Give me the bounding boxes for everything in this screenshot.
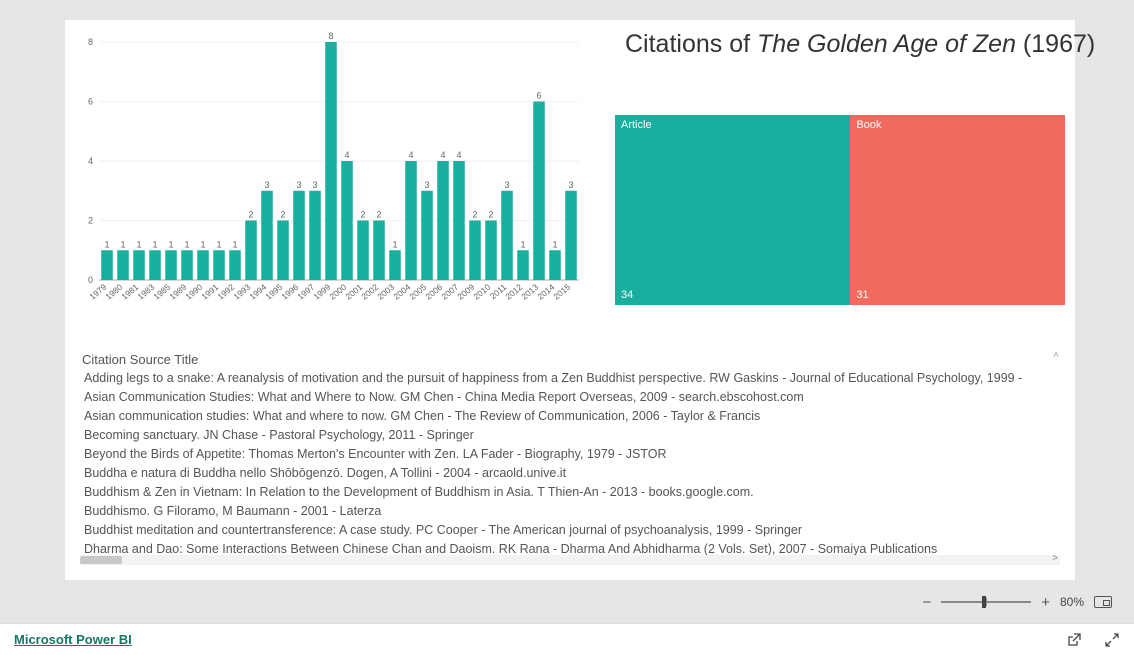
svg-text:4: 4 xyxy=(344,150,349,160)
title-prefix: Citations of xyxy=(625,30,757,58)
horizontal-scrollbar[interactable]: ˃ xyxy=(80,555,1060,565)
svg-text:2: 2 xyxy=(376,210,381,220)
scroll-right-icon[interactable]: ˃ xyxy=(1052,553,1058,564)
table-row[interactable]: Asian Communication Studies: What and Wh… xyxy=(80,388,1060,407)
zoom-percent-label: 80% xyxy=(1060,595,1084,609)
report-canvas: 0246811979119801198111983119851198911990… xyxy=(65,20,1075,580)
treemap-tile[interactable]: Book 31 xyxy=(850,115,1065,305)
svg-text:3: 3 xyxy=(296,180,301,190)
type-treemap[interactable]: Article 34 Book 31 xyxy=(615,115,1065,305)
svg-text:2: 2 xyxy=(472,210,477,220)
svg-text:1: 1 xyxy=(136,239,141,249)
scroll-up-icon[interactable]: ˄ xyxy=(1052,350,1060,364)
dashboard-title: Citations of The Golden Age of Zen (1967… xyxy=(625,30,1095,59)
svg-text:3: 3 xyxy=(424,180,429,190)
title-italic: The Golden Age of Zen xyxy=(757,30,1016,58)
svg-text:6: 6 xyxy=(536,91,541,101)
svg-text:2: 2 xyxy=(280,210,285,220)
svg-text:1: 1 xyxy=(184,239,189,249)
svg-text:2: 2 xyxy=(88,216,93,226)
svg-text:3: 3 xyxy=(568,180,573,190)
svg-text:1: 1 xyxy=(520,239,525,249)
table-row[interactable]: Beyond the Birds of Appetite: Thomas Mer… xyxy=(80,445,1060,464)
fullscreen-icon[interactable] xyxy=(1104,632,1120,648)
svg-text:2: 2 xyxy=(248,210,253,220)
svg-text:1: 1 xyxy=(152,239,157,249)
svg-text:8: 8 xyxy=(328,31,333,41)
svg-text:1: 1 xyxy=(120,239,125,249)
svg-text:1: 1 xyxy=(552,239,557,249)
svg-text:2015: 2015 xyxy=(551,282,572,302)
treemap-tile-value: 34 xyxy=(621,289,633,301)
table-row[interactable]: Buddhismo. G Filoramo, M Baumann - 2001 … xyxy=(80,502,1060,521)
table-row[interactable]: Buddha e natura di Buddha nello Shōbōg… xyxy=(80,464,1060,483)
table-row[interactable]: Buddhist meditation and countertransfere… xyxy=(80,521,1060,540)
table-row[interactable]: Buddhism & Zen in Vietnam: In Relation t… xyxy=(80,483,1060,502)
svg-text:6: 6 xyxy=(88,97,93,107)
svg-text:4: 4 xyxy=(88,156,93,166)
citation-table[interactable]: ˄ Citation Source Title Adding legs to a… xyxy=(80,350,1060,565)
powerbi-brand-link[interactable]: Microsoft Power BI xyxy=(14,632,132,647)
footer-bar: Microsoft Power BI xyxy=(0,623,1134,655)
svg-text:1: 1 xyxy=(104,239,109,249)
svg-text:3: 3 xyxy=(312,180,317,190)
svg-text:1: 1 xyxy=(216,239,221,249)
zoom-slider-thumb[interactable] xyxy=(982,596,986,608)
svg-text:4: 4 xyxy=(408,150,413,160)
fit-to-page-icon[interactable] xyxy=(1094,596,1112,608)
treemap-tile-value: 31 xyxy=(856,289,868,301)
svg-text:1: 1 xyxy=(232,239,237,249)
table-row[interactable]: Becoming sanctuary. JN Chase - Pastoral … xyxy=(80,426,1060,445)
share-icon[interactable] xyxy=(1066,632,1082,648)
svg-text:1: 1 xyxy=(200,239,205,249)
table-header: Citation Source Title xyxy=(80,350,1060,369)
treemap-tile-label: Book xyxy=(856,119,881,131)
citations-bar-chart[interactable]: 0246811979119801198111983119851198911990… xyxy=(75,30,585,310)
horizontal-scroll-thumb[interactable] xyxy=(80,556,122,564)
svg-text:3: 3 xyxy=(264,180,269,190)
table-row[interactable]: Adding legs to a snake: A reanalysis of … xyxy=(80,369,1060,388)
title-suffix: (1967) xyxy=(1016,30,1095,58)
svg-text:4: 4 xyxy=(456,150,461,160)
zoom-out-button[interactable]: − xyxy=(922,594,931,611)
zoom-in-button[interactable]: + xyxy=(1041,594,1050,611)
svg-text:8: 8 xyxy=(88,37,93,47)
svg-text:2: 2 xyxy=(488,210,493,220)
treemap-tile-label: Article xyxy=(621,119,652,131)
zoom-slider[interactable] xyxy=(941,601,1031,603)
zoom-controls: − + 80% xyxy=(922,590,1112,614)
svg-text:1: 1 xyxy=(392,239,397,249)
table-row[interactable]: Asian communication studies: What and wh… xyxy=(80,407,1060,426)
svg-text:2: 2 xyxy=(360,210,365,220)
treemap-tile[interactable]: Article 34 xyxy=(615,115,850,305)
svg-text:0: 0 xyxy=(88,275,93,285)
svg-text:4: 4 xyxy=(440,150,445,160)
svg-text:1: 1 xyxy=(168,239,173,249)
svg-text:3: 3 xyxy=(504,180,509,190)
